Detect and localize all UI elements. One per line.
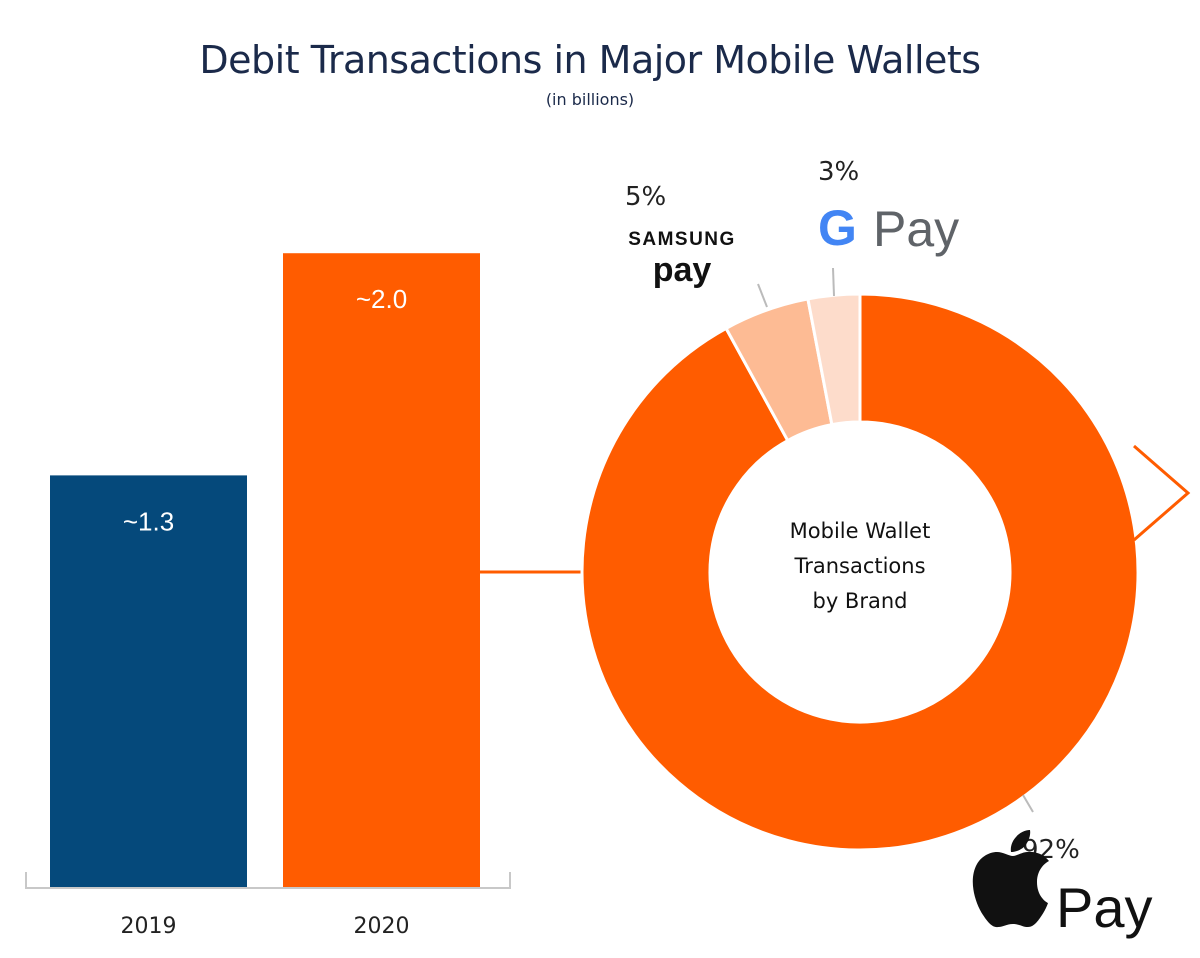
google-pay-logo: G Pay: [818, 200, 959, 257]
samsung-percent-label: 5%: [625, 182, 666, 212]
apple-pay-wordmark: Pay: [1056, 876, 1153, 939]
donut-chart: [580, 292, 1140, 852]
apple-pay-logo: Pay: [972, 830, 1153, 939]
google-g-icon: G: [818, 200, 857, 256]
apple-icon: [972, 830, 1049, 928]
apple-leader-line: [1022, 794, 1034, 813]
bar-chart: ~1.3 2019 ~2.0 2020: [50, 253, 480, 939]
bar-2019: [50, 475, 247, 888]
bar-2020: [283, 253, 480, 888]
donut-center-line-2: Transactions: [793, 554, 925, 578]
samsung-pay-logo: SAMSUNG pay: [628, 229, 736, 289]
samsung-leader-line: [757, 283, 768, 308]
samsung-pay-wordmark: pay: [653, 251, 712, 289]
donut-slice-google-pay: [806, 292, 862, 427]
google-percent-label: 3%: [818, 157, 859, 187]
google-pay-wordmark: Pay: [873, 201, 959, 257]
donut-center-line-3: by Brand: [813, 589, 908, 613]
x-tick-label-2019: 2019: [121, 914, 177, 939]
chart-title: Debit Transactions in Major Mobile Walle…: [199, 38, 981, 82]
bar-value-label-2020: ~2.0: [356, 284, 407, 314]
donut-center-line-1: Mobile Wallet: [790, 519, 931, 543]
samsung-wordmark: SAMSUNG: [628, 229, 736, 250]
chevron-right-icon: [1133, 444, 1191, 542]
bar-value-label-2019: ~1.3: [123, 506, 174, 536]
google-leader-line: [832, 267, 835, 297]
donut-slice-apple-pay: [580, 292, 1140, 852]
x-axis: [25, 872, 511, 889]
x-tick-label-2020: 2020: [354, 914, 410, 939]
chart-subtitle: (in billions): [545, 90, 635, 109]
